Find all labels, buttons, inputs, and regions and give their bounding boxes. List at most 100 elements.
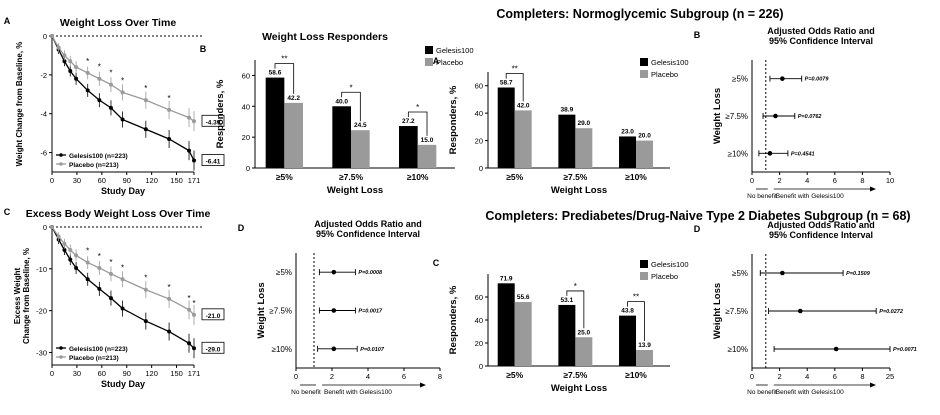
odds-ratio-point xyxy=(798,308,803,314)
data-point xyxy=(167,296,172,301)
chart-title: Adjusted Odds Ratio and xyxy=(767,220,875,230)
category-label: ≥10% xyxy=(407,172,429,182)
significance-star: ** xyxy=(512,64,518,73)
bar-value-label: 23.0 xyxy=(621,128,634,135)
legend-label: Placebo (n=213) xyxy=(69,162,119,169)
panel-letter: A xyxy=(433,56,440,66)
x-axis-label: Study Day xyxy=(101,186,145,196)
y-tick-label: 0 xyxy=(43,223,47,232)
x-tick-label: 120 xyxy=(145,176,158,185)
data-point xyxy=(108,296,113,301)
y-axis-label: Weight Loss xyxy=(256,282,267,338)
chart-title: Weight Loss Over Time xyxy=(60,17,176,29)
x-tick-label: 6 xyxy=(833,176,837,185)
panel-letter: D xyxy=(238,223,245,233)
bar-gelesis xyxy=(265,77,285,168)
x-tick-label: 6 xyxy=(402,372,406,381)
y-tick-label: 0 xyxy=(43,32,47,41)
arrow-right-label: Benefit with Gelesis100 xyxy=(324,389,392,396)
x-tick-label: 4 xyxy=(805,372,809,381)
y-tick-label: 0 xyxy=(246,164,250,173)
significance-star: * xyxy=(349,83,352,92)
category-label: ≥7.5% xyxy=(269,307,292,316)
bar-value-label: 25.0 xyxy=(578,329,591,336)
category-label: ≥10% xyxy=(728,149,748,158)
legend-marker xyxy=(59,346,63,350)
heading-prediabetes: Completers: Prediabetes/Drug-Naive Type … xyxy=(485,209,910,223)
category-label: ≥5% xyxy=(732,269,748,278)
odds-ratio-point xyxy=(780,76,785,81)
p-value-label: P=0.0008 xyxy=(358,270,383,276)
x-axis-label: Study Day xyxy=(101,379,145,389)
data-point xyxy=(85,88,90,93)
end-value-label: -21.0 xyxy=(206,313,221,320)
data-point xyxy=(120,277,125,282)
chart-title: Weight Loss Responders xyxy=(262,31,388,43)
significance-star: * xyxy=(144,84,147,93)
category-label: ≥7.5% xyxy=(725,307,748,316)
x-axis-label: Weight Loss xyxy=(551,185,607,196)
significance-star: ** xyxy=(633,293,639,302)
bar-value-label: 55.6 xyxy=(517,294,530,301)
y-tick-label: 60 xyxy=(475,293,483,302)
significance-star: * xyxy=(168,283,171,292)
significance-star: * xyxy=(86,247,89,256)
legend-swatch xyxy=(640,58,648,66)
x-tick-label: 150 xyxy=(170,176,183,185)
x-tick-label: 2 xyxy=(778,372,782,381)
bar-value-label: 20.0 xyxy=(638,133,651,140)
y-axis-label: Responders, % xyxy=(448,85,459,154)
legend-label: Gelesis100 (n=223) xyxy=(69,346,128,353)
p-value-label: P=0.0017 xyxy=(358,309,383,315)
data-point xyxy=(167,136,172,141)
legend-swatch xyxy=(640,260,648,268)
data-point xyxy=(120,90,125,95)
y-tick-label: 40 xyxy=(242,102,250,111)
data-point xyxy=(192,346,196,351)
bar-value-label: 40.0 xyxy=(335,98,348,105)
x-tick-label: 25 xyxy=(886,372,894,381)
odds-ratio-point xyxy=(773,113,778,119)
arrow-left-label: No benefit xyxy=(747,193,777,200)
y-axis-label: Responders, % xyxy=(448,285,459,354)
y-tick-label: 0 xyxy=(479,164,483,173)
data-point xyxy=(74,265,79,270)
chart-title: Adjusted Odds Ratio and xyxy=(767,26,875,36)
data-point xyxy=(85,277,90,282)
bar-placebo xyxy=(284,102,303,168)
odds-ratio-point xyxy=(331,346,337,352)
end-value-box xyxy=(201,114,225,127)
data-point xyxy=(167,329,172,334)
bar-placebo xyxy=(351,130,370,168)
y-tick-label: 0 xyxy=(479,362,483,371)
data-point xyxy=(97,286,102,291)
arrow-left-label: No benefit xyxy=(747,389,777,396)
bar-value-label: 42.0 xyxy=(517,102,530,109)
data-point xyxy=(68,248,73,252)
legend-label: Gelesis100 xyxy=(651,58,689,67)
data-point xyxy=(192,119,196,124)
y-tick-label: -4 xyxy=(40,110,47,119)
bar-gelesis xyxy=(332,106,351,168)
significance-star: * xyxy=(121,76,124,85)
panel-letter: D xyxy=(694,224,701,234)
significance-star: * xyxy=(86,57,89,66)
data-point xyxy=(192,312,196,317)
series-line-gelesis xyxy=(51,35,195,161)
x-axis-label: Weight Loss xyxy=(551,383,607,394)
y-tick-label: 20 xyxy=(475,137,483,146)
data-point xyxy=(97,76,102,81)
odds-ratio-point xyxy=(833,346,839,352)
bar-value-label: 53.1 xyxy=(561,297,574,304)
x-tick-label: 8 xyxy=(860,372,864,381)
data-point xyxy=(68,68,73,73)
x-tick-label: 150 xyxy=(170,369,183,378)
data-point xyxy=(187,115,192,120)
y-tick-label: -6 xyxy=(40,149,47,158)
legend-swatch xyxy=(425,46,433,54)
y-tick-label: -10 xyxy=(36,265,47,274)
data-point xyxy=(120,117,125,122)
legend-marker xyxy=(59,162,63,166)
category-label: ≥7.5% xyxy=(725,112,748,121)
data-point xyxy=(85,70,90,75)
